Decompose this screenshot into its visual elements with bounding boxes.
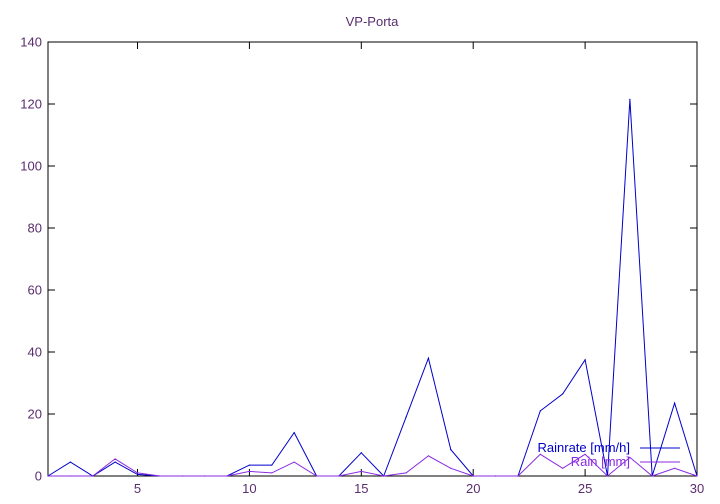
axes: 5 10 15 20 25 30 0 20 40 60 80 100 120 140 [20,35,704,497]
x-tick-label: 5 [134,481,141,496]
data-point [315,475,318,477]
data-point [248,470,251,472]
data-point [248,464,251,466]
x-tick-label: 15 [354,481,368,496]
data-point [674,402,676,404]
series-line-1 [48,453,698,477]
data-point [136,473,139,476]
chart-title: VP-Porta [346,14,400,29]
x-tick-label: 30 [690,481,704,496]
data-point [226,475,228,477]
data-point [204,475,206,477]
data-point [360,470,362,472]
data-point [69,461,71,463]
y-tick-label: 140 [20,35,42,50]
data-point [562,467,564,469]
data-point [293,461,295,463]
data-point [136,472,139,474]
legend-label-1: Rain [mm] [571,454,630,469]
data-point [293,432,295,434]
data-point [629,98,631,100]
data-point [674,467,676,469]
y-tick-label: 40 [28,345,42,360]
data-point [159,475,161,477]
data-point [584,453,586,455]
data-point [383,475,385,477]
data-point [271,472,273,474]
data-point [427,455,430,457]
legend-label-0: Rainrate [mm/h] [538,440,630,455]
data-point [606,475,609,477]
data-point [69,475,71,477]
series-line-0 [47,99,698,477]
data-point [629,456,631,458]
y-tick-label: 20 [28,407,42,422]
data-point [360,452,362,454]
y-tick-label: 60 [28,283,42,298]
data-point [494,475,497,477]
data-point [539,453,541,455]
data-point [271,464,273,466]
data-point [584,359,586,361]
data-point [47,475,49,477]
data-point [427,357,430,359]
data-point [651,475,653,477]
y-tick-label: 0 [35,469,42,484]
series-group [47,98,698,477]
data-point [562,393,564,395]
x-tick-label: 10 [242,481,256,496]
y-tick-label: 120 [20,97,42,112]
data-point [92,475,94,477]
data-point [405,416,407,418]
y-tick-label: 100 [20,159,42,174]
data-point [405,472,407,474]
data-point [696,475,698,477]
y-tick-label: 80 [28,221,42,236]
data-point [539,410,541,412]
data-point [114,458,116,460]
data-point [338,475,340,477]
plot-border [47,41,698,477]
x-tick-label: 20 [466,481,480,496]
x-tick-label: 25 [578,481,592,496]
data-point [450,449,452,451]
legend: Rainrate [mm/h]Rain [mm] [538,440,680,469]
data-point [472,475,474,477]
data-point [181,475,183,477]
data-point [517,475,519,477]
data-point [114,461,116,463]
data-point [450,467,452,469]
